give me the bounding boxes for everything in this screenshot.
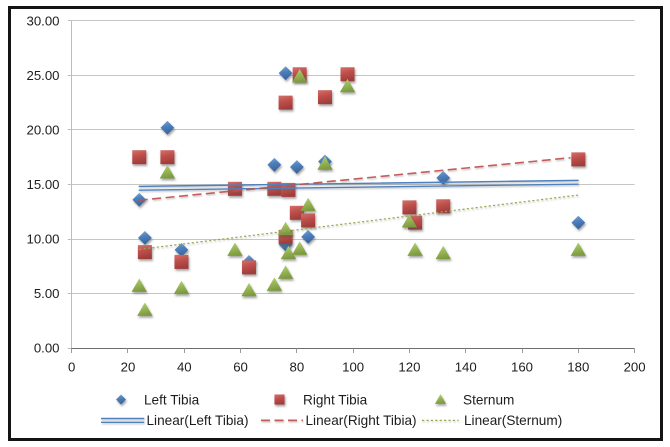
triangle-marker bbox=[277, 221, 294, 236]
x-axis-label: 60 bbox=[233, 360, 248, 375]
triangle-marker bbox=[401, 214, 418, 228]
triangle-marker bbox=[280, 245, 297, 260]
axis-labels: 0.00 5.00 10.00 15.00 20.00 25.00 30.00 0 20 40 60… bbox=[26, 13, 645, 374]
triangle-marker bbox=[173, 280, 190, 295]
diamond-marker bbox=[116, 394, 126, 405]
y-axis-label: 5.00 bbox=[34, 286, 60, 301]
x-axis-label: 180 bbox=[567, 360, 589, 375]
square-marker bbox=[402, 200, 417, 215]
triangle-marker bbox=[435, 245, 451, 260]
square-marker bbox=[301, 213, 316, 228]
trendline-sternum bbox=[139, 194, 581, 250]
square-marker bbox=[340, 67, 355, 82]
series-left-tibia bbox=[132, 66, 586, 269]
x-axis-label: 100 bbox=[342, 360, 364, 375]
square-marker bbox=[436, 199, 451, 214]
x-axis-label: 200 bbox=[624, 360, 646, 375]
square-marker bbox=[278, 95, 293, 110]
y-axis-label: 0.00 bbox=[34, 341, 60, 356]
chart-border bbox=[8, 6, 663, 441]
y-axis-label: 15.00 bbox=[26, 177, 59, 192]
legend-label: Right Tibia bbox=[303, 392, 368, 407]
legend: Left Tibia Right Tibia Sternum Linear(Left … bbox=[101, 392, 562, 428]
diamond-marker bbox=[137, 231, 152, 245]
diamond-marker bbox=[301, 229, 316, 244]
triangle-marker bbox=[407, 242, 423, 256]
triangle-marker bbox=[291, 241, 308, 255]
legend-label: Linear(Right Tibia) bbox=[306, 413, 417, 428]
x-axis-label: 120 bbox=[398, 360, 420, 375]
triangle-marker bbox=[300, 197, 316, 212]
x-axis-label: 140 bbox=[455, 360, 477, 375]
legend-key-triangle bbox=[434, 394, 447, 404]
square-marker bbox=[242, 260, 257, 275]
legend-key-line bbox=[101, 417, 145, 423]
y-axis-label: 20.00 bbox=[26, 122, 59, 137]
x-axis-label: 40 bbox=[177, 360, 192, 375]
square-marker bbox=[174, 254, 189, 269]
square-marker bbox=[160, 150, 175, 165]
triangle-marker bbox=[434, 394, 447, 404]
x-axis-label: 0 bbox=[68, 360, 75, 375]
legend-label: Linear(Sternum) bbox=[464, 413, 562, 428]
trendline-right-tibia bbox=[138, 156, 571, 202]
series-right-tibia bbox=[132, 67, 586, 275]
diamond-marker bbox=[289, 160, 304, 174]
diamond-marker bbox=[267, 157, 282, 172]
diamond-marker bbox=[278, 66, 293, 81]
square-marker bbox=[274, 394, 285, 405]
triangle-marker bbox=[137, 302, 153, 316]
trendline-left-tibia bbox=[138, 183, 579, 191]
trendline-left-tibia bbox=[138, 179, 579, 188]
diamond-marker bbox=[571, 215, 586, 230]
series-sternum bbox=[131, 69, 587, 316]
triangle-marker bbox=[227, 242, 243, 256]
triangle-marker bbox=[277, 265, 294, 279]
legend-label: Linear(Left Tibia) bbox=[147, 413, 249, 428]
diamond-marker bbox=[160, 120, 175, 135]
x-axis-label: 160 bbox=[511, 360, 533, 375]
triangle-marker bbox=[339, 78, 356, 93]
square-marker bbox=[289, 205, 304, 220]
y-axis-label: 10.00 bbox=[26, 232, 59, 247]
triangle-marker bbox=[159, 165, 176, 179]
triangle-marker bbox=[570, 242, 587, 256]
y-axis-label: 30.00 bbox=[26, 13, 59, 28]
trendlines bbox=[138, 156, 581, 250]
square-marker bbox=[137, 245, 152, 260]
triangle-marker bbox=[266, 277, 283, 291]
diamond-marker bbox=[174, 243, 189, 257]
legend-key-square bbox=[274, 394, 285, 405]
gridlines bbox=[67, 20, 635, 353]
triangle-marker bbox=[291, 69, 308, 83]
x-axis-label: 80 bbox=[290, 360, 305, 375]
y-axis-label: 25.00 bbox=[26, 68, 59, 83]
square-marker bbox=[281, 182, 296, 197]
triangle-marker bbox=[317, 156, 333, 170]
square-marker bbox=[318, 90, 333, 105]
legend-label: Left Tibia bbox=[144, 392, 200, 407]
legend-key-diamond bbox=[116, 394, 126, 405]
triangle-marker bbox=[241, 282, 257, 297]
square-marker bbox=[571, 152, 586, 167]
x-axis-label: 20 bbox=[121, 360, 136, 375]
triangle-marker bbox=[131, 278, 147, 292]
legend-label: Sternum bbox=[463, 392, 514, 407]
square-marker bbox=[132, 150, 147, 165]
